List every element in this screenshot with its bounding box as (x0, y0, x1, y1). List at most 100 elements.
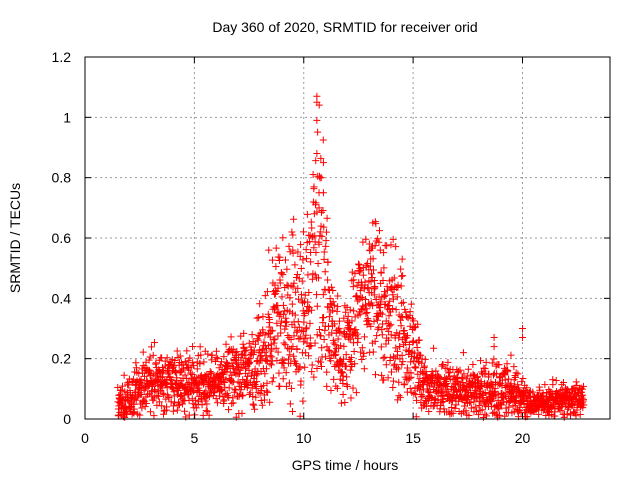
data-point (377, 343, 385, 351)
data-point (290, 352, 298, 360)
data-point (514, 370, 522, 378)
data-point (402, 313, 410, 321)
data-point (387, 241, 395, 249)
data-point (362, 310, 370, 318)
data-point (389, 377, 397, 385)
data-point (445, 369, 453, 377)
x-axis-label: GPS time / hours (292, 457, 399, 473)
data-point (398, 272, 406, 280)
data-point (215, 373, 223, 381)
data-point (224, 392, 232, 400)
data-point (374, 235, 382, 243)
data-point (492, 410, 500, 418)
data-point (559, 379, 567, 387)
data-point (552, 376, 560, 384)
data-point (380, 264, 388, 272)
data-point (381, 288, 389, 296)
data-point (288, 228, 296, 236)
data-point (456, 366, 464, 374)
data-point (304, 298, 312, 306)
data-point (189, 342, 197, 350)
data-point (279, 271, 287, 279)
data-point (297, 377, 305, 385)
data-point (279, 375, 287, 383)
data-point (380, 376, 388, 384)
data-point (385, 336, 393, 344)
data-point (385, 302, 393, 310)
data-point (405, 374, 413, 382)
data-point (293, 361, 301, 369)
data-point (399, 298, 407, 306)
data-point (338, 369, 346, 377)
data-point (311, 271, 319, 279)
data-point (306, 319, 314, 327)
data-point (304, 271, 312, 279)
data-point (465, 411, 473, 419)
data-point (253, 314, 261, 322)
data-point (299, 397, 307, 405)
data-point (403, 364, 411, 372)
data-point (364, 316, 372, 324)
data-point (137, 390, 145, 398)
data-point (389, 353, 397, 361)
data-point (239, 340, 247, 348)
data-point (493, 370, 501, 378)
data-point (299, 256, 307, 264)
data-point (382, 291, 390, 299)
data-point (479, 413, 487, 421)
data-point (293, 271, 301, 279)
data-point (153, 392, 161, 400)
data-point (351, 313, 359, 321)
data-point (395, 392, 403, 400)
data-point (335, 317, 343, 325)
data-point (370, 291, 378, 299)
data-point (342, 308, 350, 316)
data-point (421, 355, 429, 363)
data-point (519, 325, 526, 332)
data-point (188, 386, 196, 394)
data-point (396, 393, 404, 401)
data-point (319, 207, 327, 215)
data-point (539, 389, 547, 397)
data-point (336, 356, 344, 364)
data-point (372, 220, 380, 228)
data-point (249, 400, 257, 408)
data-point (535, 410, 543, 418)
data-point (250, 401, 258, 409)
data-point (151, 387, 159, 395)
data-point (378, 371, 386, 379)
data-point (238, 363, 246, 371)
data-point (178, 400, 186, 408)
data-point (220, 396, 228, 404)
data-point (268, 345, 276, 353)
data-point (308, 275, 316, 283)
data-point (389, 291, 397, 299)
data-point (277, 329, 285, 337)
data-point (239, 359, 247, 367)
data-point (210, 389, 218, 397)
data-point (321, 353, 329, 361)
data-point (217, 387, 225, 395)
data-point (187, 383, 195, 391)
data-point (214, 399, 222, 407)
data-point (413, 344, 421, 352)
data-point (261, 370, 269, 378)
data-point (379, 354, 387, 362)
data-point (376, 246, 384, 254)
data-point (289, 231, 297, 239)
data-point (130, 400, 138, 408)
data-point (317, 174, 325, 182)
data-point (163, 354, 171, 362)
data-point (292, 274, 300, 282)
data-point (188, 395, 196, 403)
data-point (269, 374, 277, 382)
data-point (378, 331, 386, 339)
x-tick-label: 15 (405, 430, 421, 446)
data-point (165, 394, 173, 402)
data-point (417, 351, 425, 359)
data-point (348, 277, 356, 285)
data-point (578, 388, 586, 396)
data-point (150, 412, 158, 420)
data-point (316, 228, 324, 236)
data-point (183, 347, 191, 355)
